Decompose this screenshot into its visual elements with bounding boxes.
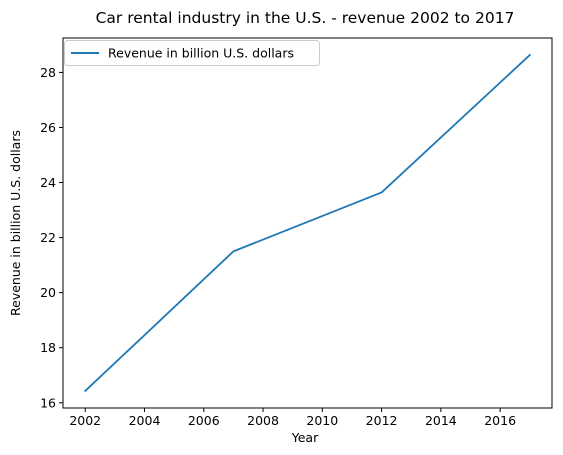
y-tick-label: 18	[40, 340, 56, 355]
plot-frame	[62, 37, 553, 409]
legend-box	[64, 40, 320, 66]
x-tick-label: 2002	[69, 413, 101, 428]
y-tick-label: 16	[40, 395, 56, 410]
series-line	[83, 53, 532, 393]
legend-label: Revenue in billion U.S. dollars	[108, 46, 294, 61]
y-axis-label: Revenue in billion U.S. dollars	[8, 130, 23, 316]
x-tick-label: 2006	[188, 413, 220, 428]
x-tick-label: 2012	[366, 413, 398, 428]
x-tick-label: 2014	[425, 413, 457, 428]
x-tick-label: 2008	[247, 413, 279, 428]
y-axis-ticks: 16 18 20 22 24 26 28	[40, 65, 63, 410]
y-tick-label: 24	[40, 175, 56, 190]
x-tick-label: 2010	[306, 413, 338, 428]
y-tick-label: 20	[40, 285, 56, 300]
x-tick-label: 2016	[484, 413, 516, 428]
chart-title: Car rental industry in the U.S. - revenu…	[96, 9, 515, 27]
legend: Revenue in billion U.S. dollars	[64, 40, 320, 66]
series-layer	[83, 53, 532, 393]
x-tick-label: 2004	[129, 413, 161, 428]
y-tick-label: 28	[40, 65, 56, 80]
y-tick-label: 26	[40, 120, 56, 135]
y-tick-label: 22	[40, 230, 56, 245]
x-axis-label: Year	[291, 430, 319, 445]
plot-area	[63, 38, 552, 408]
x-axis-ticks: 2002 2004 2006 2008 2010 2012 2014 2016	[69, 408, 516, 428]
